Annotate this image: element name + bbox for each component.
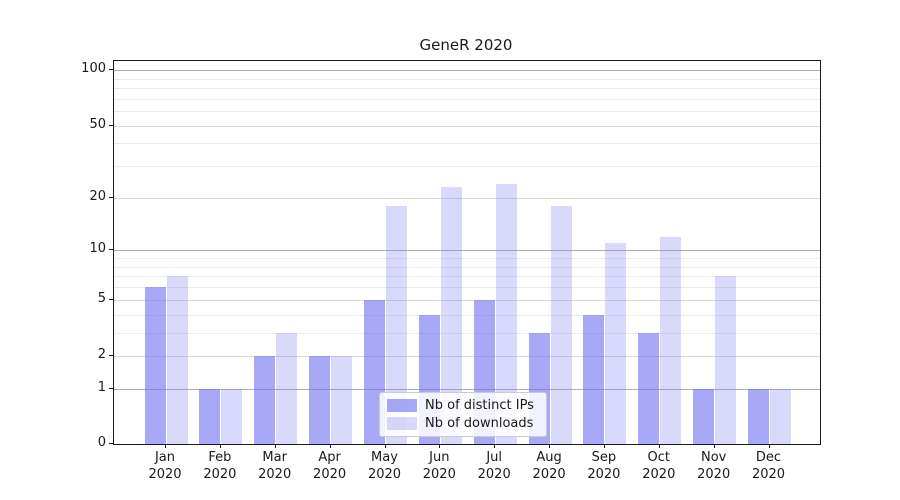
- y-tick-label-20: 20: [89, 188, 106, 204]
- y-tick-label-10: 10: [89, 241, 106, 257]
- legend: Nb of distinct IPs Nb of downloads: [379, 392, 547, 437]
- x-tick-mark-mar: [274, 444, 276, 448]
- y-tick-label-0: 0: [97, 435, 106, 450]
- bar-downloads-jun: [440, 187, 462, 444]
- x-tick-label-sep: Sep 2020: [587, 450, 621, 482]
- gridline-y-4: [114, 314, 820, 316]
- gridline-y-9: [114, 258, 820, 260]
- x-tick-mark-may: [384, 444, 386, 448]
- bar-downloads-aug: [550, 206, 572, 444]
- gridline-y-60: [114, 111, 820, 113]
- legend-label-distinct-ips: Nb of distinct IPs: [425, 398, 534, 413]
- x-tick-label-oct: Oct 2020: [642, 450, 676, 482]
- gridline-y-40: [114, 143, 820, 145]
- gridline-y-90: [114, 78, 820, 80]
- gridline-y-8: [114, 266, 820, 268]
- bar-distinct-ips-sep: [583, 314, 605, 444]
- chart-title: GeneR 2020: [419, 36, 513, 54]
- y-tick-mark-50: [109, 124, 113, 126]
- gridline-y-7: [114, 276, 820, 278]
- gridline-y-70: [114, 98, 820, 100]
- bar-distinct-ips-oct: [638, 332, 660, 444]
- bar-downloads-oct: [660, 236, 682, 444]
- gridline-y-100: [114, 70, 820, 72]
- y-tick-label-50: 50: [89, 116, 106, 132]
- x-tick-label-dec: Dec 2020: [751, 450, 786, 482]
- bar-downloads-jul: [495, 183, 517, 444]
- gridline-y-50: [114, 125, 820, 127]
- x-tick-label-jul: Jul 2020: [477, 450, 511, 482]
- legend-item-downloads: Nb of downloads: [380, 416, 546, 431]
- x-tick-label-apr: Apr 2020: [313, 450, 347, 482]
- y-tick-label-1: 1: [97, 380, 106, 396]
- gridline-y-5: [114, 299, 820, 301]
- bar-downloads-sep: [605, 243, 627, 444]
- bar-distinct-ips-mar: [254, 356, 276, 444]
- legend-swatch-distinct-ips: [387, 399, 417, 412]
- legend-item-distinct-ips: Nb of distinct IPs: [380, 398, 546, 413]
- gridline-y-1: [114, 389, 820, 391]
- bar-downloads-feb: [221, 389, 243, 444]
- x-tick-label-may: May 2020: [367, 450, 402, 482]
- y-tick-mark-10: [109, 249, 113, 251]
- legend-label-downloads: Nb of downloads: [425, 416, 534, 431]
- x-tick-label-feb: Feb 2020: [203, 450, 237, 482]
- gridline-y-3: [114, 332, 820, 334]
- x-tick-label-mar: Mar 2020: [258, 450, 292, 482]
- y-tick-label-2: 2: [97, 347, 106, 363]
- x-tick-mark-aug: [549, 444, 551, 448]
- x-tick-mark-feb: [219, 444, 221, 448]
- bar-downloads-jan: [166, 276, 188, 444]
- gridline-y-6: [114, 287, 820, 289]
- y-tick-mark-0: [109, 443, 113, 444]
- bar-distinct-ips-apr: [309, 356, 331, 444]
- x-tick-label-jun: Jun 2020: [422, 450, 456, 482]
- y-tick-mark-2: [109, 355, 113, 357]
- x-tick-mark-sep: [603, 444, 605, 448]
- y-tick-label-100: 100: [81, 61, 106, 77]
- plot-area: Nb of distinct IPs Nb of downloads: [113, 60, 821, 445]
- gridline-y-10: [114, 250, 820, 252]
- y-tick-label-5: 5: [97, 290, 106, 306]
- bar-distinct-ips-feb: [199, 389, 221, 444]
- bar-distinct-ips-dec: [748, 389, 769, 444]
- bar-downloads-mar: [276, 332, 298, 444]
- x-tick-mark-oct: [658, 444, 660, 448]
- x-tick-mark-jun: [439, 444, 441, 448]
- x-tick-label-jan: Jan 2020: [148, 450, 182, 482]
- y-tick-mark-1: [109, 388, 113, 390]
- x-tick-mark-jan: [165, 444, 166, 448]
- gridline-y-2: [114, 356, 820, 358]
- bar-downloads-may: [386, 206, 407, 444]
- gridline-y-30: [114, 166, 820, 168]
- legend-swatch-downloads: [387, 417, 417, 430]
- bar-distinct-ips-nov: [693, 389, 715, 444]
- y-tick-mark-100: [109, 69, 113, 71]
- gridline-y-80: [114, 88, 820, 89]
- x-tick-mark-nov: [713, 444, 715, 448]
- bar-downloads-nov: [715, 276, 737, 444]
- x-tick-label-nov: Nov 2020: [697, 450, 731, 482]
- y-tick-mark-5: [109, 298, 113, 300]
- x-tick-mark-apr: [329, 444, 331, 448]
- x-tick-mark-dec: [768, 444, 770, 448]
- bar-downloads-dec: [770, 389, 791, 444]
- x-tick-label-aug: Aug 2020: [532, 450, 566, 482]
- x-tick-mark-jul: [494, 444, 496, 448]
- bar-distinct-ips-jan: [144, 287, 166, 444]
- y-tick-mark-20: [109, 196, 113, 198]
- bar-downloads-apr: [331, 356, 353, 444]
- gridline-y-20: [114, 197, 820, 199]
